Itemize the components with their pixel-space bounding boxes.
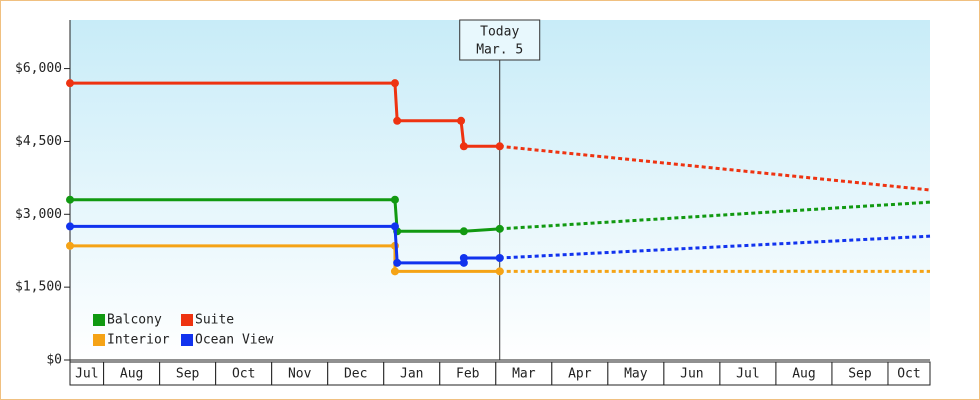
x-tick-label: May xyxy=(624,367,648,382)
point xyxy=(66,241,74,250)
x-tick-label: Dec xyxy=(344,367,367,382)
series-line xyxy=(70,244,500,273)
legend-swatch xyxy=(93,314,105,326)
y-tick-label: $0 xyxy=(46,353,62,368)
today-date: Mar. 5 xyxy=(476,43,523,58)
legend-swatch xyxy=(181,314,193,326)
today-box xyxy=(459,19,541,61)
point xyxy=(495,224,504,233)
x-tick-label: Sep xyxy=(848,367,872,382)
point xyxy=(459,227,468,236)
legend-label: Suite xyxy=(195,313,234,328)
point xyxy=(459,254,468,262)
series-line xyxy=(70,224,500,265)
point xyxy=(393,258,402,267)
x-tick-label: Mar xyxy=(512,367,536,382)
point xyxy=(495,267,504,276)
series-line xyxy=(70,81,500,148)
point xyxy=(390,195,399,204)
y-tick-label: $6,000 xyxy=(15,61,62,76)
x-tick-label: Apr xyxy=(568,367,592,382)
y-tick-label: $4,500 xyxy=(15,134,62,149)
x-tick-label: Jul xyxy=(736,367,759,382)
forecast-line xyxy=(499,144,931,192)
x-tick-label: Nov xyxy=(288,367,312,382)
point xyxy=(459,142,468,151)
point xyxy=(393,116,402,125)
legend-swatch xyxy=(93,334,105,346)
x-tick-label: Sep xyxy=(176,367,200,382)
point xyxy=(66,195,74,204)
point xyxy=(390,79,399,88)
x-tick-label: Oct xyxy=(232,367,255,382)
point xyxy=(66,79,74,88)
forecast-line xyxy=(499,200,931,231)
x-tick-label: Aug xyxy=(792,367,815,382)
point xyxy=(390,222,399,231)
legend-label: Interior xyxy=(107,333,170,348)
forecast-line xyxy=(499,234,931,260)
legend-swatch xyxy=(181,334,193,346)
legend-label: Ocean View xyxy=(195,333,273,348)
point xyxy=(457,116,466,125)
x-tick-label: Jul xyxy=(75,367,98,382)
today-label: Today xyxy=(480,25,519,40)
month-cell xyxy=(887,361,931,386)
x-tick-label: Jan xyxy=(400,367,423,382)
x-tick-label: Jun xyxy=(680,367,703,382)
point xyxy=(66,222,74,231)
x-tick-label: Feb xyxy=(456,367,480,382)
x-tick-label: Aug xyxy=(120,367,143,382)
y-tick-label: $1,500 xyxy=(15,280,62,295)
y-tick-label: $3,000 xyxy=(15,207,62,222)
point xyxy=(495,254,504,262)
x-tick-label: Oct xyxy=(897,367,920,382)
legend-label: Balcony xyxy=(107,313,162,328)
point xyxy=(390,267,399,276)
point xyxy=(495,142,504,151)
